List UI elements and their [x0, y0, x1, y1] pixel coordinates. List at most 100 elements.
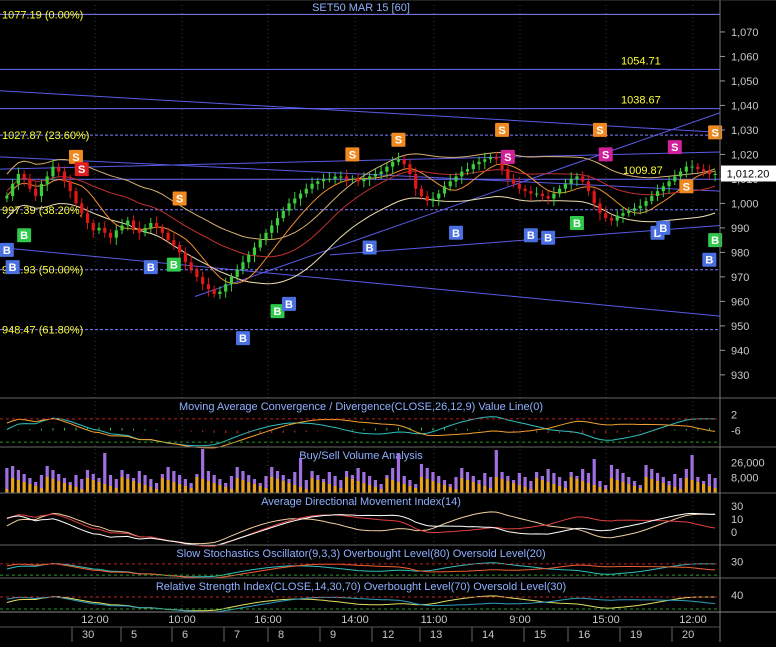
sell-signal[interactable]: S	[598, 147, 613, 162]
buy-signal[interactable]: B	[541, 230, 556, 245]
trade-signals[interactable]: BBBSSBBSBBBSBSBSSBBBSSBSBSBBS	[0, 122, 723, 346]
sell-signal[interactable]: S	[391, 132, 406, 147]
volume-sell-bar	[391, 468, 395, 480]
volume-buy-bar	[68, 485, 72, 493]
candle-body	[120, 225, 124, 231]
y-tick-label: 970	[731, 272, 749, 284]
sell-signal[interactable]: S	[708, 125, 723, 140]
candle-body	[287, 203, 291, 211]
signal-box	[592, 122, 607, 137]
level-label: 1009.87	[623, 165, 663, 177]
sell-signal[interactable]: S	[679, 179, 694, 194]
volume-sell-bar	[425, 468, 429, 479]
y-tick-label: 1,060	[731, 51, 759, 63]
buy-signal[interactable]: B	[166, 257, 181, 272]
x-date-label: 15	[534, 629, 546, 641]
buy-signal[interactable]: B	[282, 296, 297, 311]
volume-sell-bar	[137, 471, 141, 483]
candle-body	[477, 161, 481, 165]
volume-buy-bar	[206, 481, 211, 493]
candle-body	[465, 169, 470, 172]
signal-letter: B	[544, 233, 552, 245]
candle-body	[189, 262, 193, 270]
volume-buy-bar	[586, 483, 591, 493]
volume-buy-bar	[592, 485, 596, 493]
sell-signal[interactable]: S	[667, 140, 682, 155]
signal-letter: B	[9, 262, 17, 274]
volume-buy-bar	[224, 487, 228, 493]
buy-signal[interactable]: B	[702, 252, 717, 267]
sell-signal[interactable]: S	[74, 162, 89, 177]
candle-body	[391, 161, 395, 167]
candle-body	[673, 176, 677, 182]
lower-band	[6, 195, 716, 285]
buy-signal[interactable]: B	[569, 215, 584, 230]
volume-sell-bar	[448, 484, 452, 487]
signal-box	[143, 260, 158, 275]
buy-signal[interactable]: B	[270, 304, 285, 319]
volume-buy-bar	[465, 480, 470, 493]
volume-buy-bar	[16, 480, 20, 493]
buy-signal[interactable]: B	[17, 228, 32, 243]
volume-buy-bar	[166, 480, 170, 493]
volume-sell-bar	[552, 473, 556, 484]
volume-buy-bar	[189, 488, 193, 493]
volume-buy-bar	[460, 478, 464, 493]
buy-signal[interactable]: B	[449, 225, 464, 240]
candle-body	[454, 176, 458, 182]
signal-box	[0, 242, 14, 257]
volume-buy-bar	[581, 481, 585, 493]
volume-buy-bar	[97, 482, 101, 493]
candle-body	[385, 166, 389, 172]
buy-signal[interactable]: B	[143, 260, 158, 275]
volume-sell-bar	[655, 473, 660, 481]
volume-sell-bar	[235, 467, 239, 478]
candle-body	[529, 191, 533, 194]
candle-body	[604, 213, 608, 219]
volume-sell-bar	[667, 481, 671, 485]
panel-title: Relative Strength Index(CLOSE,14,30,70) …	[156, 581, 566, 593]
buy-signal[interactable]: B	[5, 260, 20, 275]
volume-sell-bar	[362, 472, 366, 483]
buy-signal[interactable]: B	[235, 331, 250, 346]
volume-sell-bar	[408, 480, 412, 486]
sell-signal[interactable]: S	[345, 147, 360, 162]
volume-sell-bar	[321, 479, 326, 482]
volume-buy-bar	[114, 488, 118, 493]
sell-signal[interactable]: S	[495, 122, 510, 137]
signal-letter: B	[573, 218, 581, 230]
volume-sell-bar	[270, 467, 274, 477]
sell-signal[interactable]: S	[500, 149, 515, 164]
volume-sell-bar	[178, 475, 182, 484]
buy-signal[interactable]: B	[656, 220, 671, 235]
signal-letter: B	[659, 223, 667, 235]
candle-body	[644, 200, 648, 206]
volume-buy-bar	[500, 479, 504, 493]
buy-signal[interactable]: B	[0, 242, 14, 257]
sell-signal[interactable]: S	[172, 191, 187, 206]
sell-signal[interactable]: S	[592, 122, 607, 137]
sell-signal[interactable]: S	[68, 149, 83, 164]
volume-buy-bar	[563, 488, 568, 493]
candle-body	[517, 183, 521, 189]
volume-buy-bar	[51, 479, 55, 493]
candle-body	[408, 164, 412, 175]
volume-sell-bar	[241, 471, 245, 480]
buy-signal[interactable]: B	[708, 233, 723, 248]
candle-body	[442, 186, 447, 194]
buy-signal[interactable]: B	[362, 240, 377, 255]
candle-body	[638, 205, 642, 209]
buy-signal[interactable]: B	[523, 228, 538, 243]
volume-buy-bar	[529, 489, 533, 493]
candle-body	[229, 276, 234, 285]
candle-body	[298, 193, 303, 199]
volume-sell-bar	[558, 477, 562, 486]
volume-sell-bar	[85, 470, 90, 478]
candle-body	[460, 171, 464, 177]
y-tick-label: 1,070	[731, 27, 759, 39]
candle-body	[321, 178, 326, 182]
